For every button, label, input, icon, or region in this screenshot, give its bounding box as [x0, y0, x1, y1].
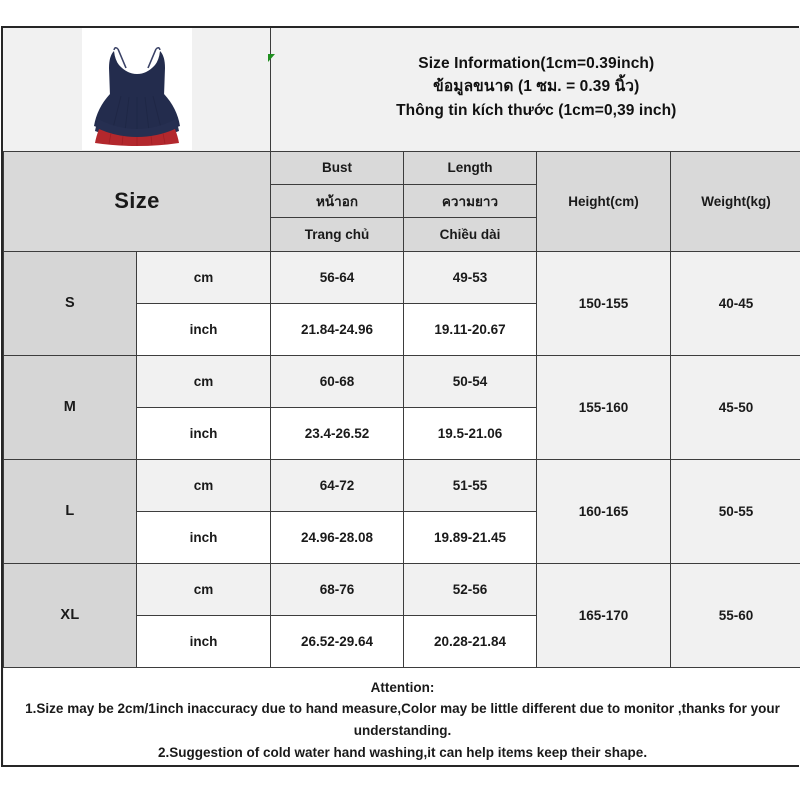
length-cm-value: 52-56: [404, 563, 536, 616]
length-values-cell: 49-53 19.11-20.67: [403, 250, 537, 356]
header-length-th: ความยาว: [404, 184, 536, 218]
length-cm-value: 49-53: [404, 251, 536, 304]
weight-value: 55-60: [669, 562, 800, 668]
height-value: 160-165: [536, 458, 671, 564]
attention-note-1: 1.Size may be 2cm/1inch inaccuracy due t…: [25, 701, 780, 717]
title-cell: Size Information(1cm=0.39inch) ข้อมูลขนา…: [269, 28, 800, 152]
product-image-cell: [3, 28, 271, 152]
length-cm-value: 50-54: [404, 355, 536, 408]
length-inch-value: 20.28-21.84: [404, 614, 536, 667]
chart-header-row: Size Bust หน้าอก Trang chủ Length ความยา…: [3, 150, 800, 252]
title-line-vietnamese: Thông tin kích thước (1cm=0,39 inch): [396, 102, 677, 120]
bust-values-cell: 68-76 26.52-29.64: [270, 562, 404, 668]
header-length-group: Length ความยาว Chiều dài: [403, 150, 537, 252]
header-bust-th: หน้าอก: [271, 184, 403, 218]
table-row: XL cm inch 68-76 26.52-29.64 52-56: [3, 562, 800, 668]
title-line-thai: ข้อมูลขนาด (1 ซม. = 0.39 นิ้ว): [433, 78, 640, 96]
chart-top-band: Size Information(1cm=0.39inch) ข้อมูลขนา…: [3, 28, 800, 152]
bust-cm-value: 64-72: [271, 459, 403, 512]
table-row: L cm inch 64-72 24.96-28.08 51-55: [3, 458, 800, 564]
unit-cm-label: cm: [137, 355, 270, 408]
table-row: S cm inch 56-64 21.84-24.96 49-53: [3, 250, 800, 356]
size-cell: XL: [3, 562, 137, 668]
unit-cm-label: cm: [137, 563, 270, 616]
length-inch-value: 19.11-20.67: [404, 302, 536, 355]
length-cm-value: 51-55: [404, 459, 536, 512]
unit-column: cm inch: [136, 458, 271, 564]
unit-column: cm inch: [136, 354, 271, 460]
title-line-english: Size Information(1cm=0.39inch): [418, 54, 655, 72]
bust-values-cell: 64-72 24.96-28.08: [270, 458, 404, 564]
green-corner-artifact-icon: [268, 54, 275, 62]
header-bust-en: Bust: [271, 151, 403, 185]
bust-inch-value: 23.4-26.52: [271, 406, 403, 459]
bust-cm-value: 60-68: [271, 355, 403, 408]
bust-cm-value: 68-76: [271, 563, 403, 616]
unit-inch-label: inch: [137, 614, 270, 667]
unit-cm-label: cm: [137, 251, 270, 304]
header-height: Height(cm): [536, 150, 671, 252]
length-values-cell: 51-55 19.89-21.45: [403, 458, 537, 564]
bust-cm-value: 56-64: [271, 251, 403, 304]
header-length-en: Length: [404, 151, 536, 185]
unit-column: cm inch: [136, 562, 271, 668]
height-value: 155-160: [536, 354, 671, 460]
unit-inch-label: inch: [137, 302, 270, 355]
product-photo-frame: [81, 28, 192, 151]
header-weight: Weight(kg): [669, 150, 800, 252]
size-chart-table: Size Information(1cm=0.39inch) ข้อมูลขนา…: [3, 28, 800, 765]
header-length-vi: Chiều dài: [404, 217, 536, 251]
weight-value: 40-45: [669, 250, 800, 356]
unit-column: cm inch: [136, 250, 271, 356]
header-bust-group: Bust หน้าอก Trang chủ: [270, 150, 404, 252]
height-value: 150-155: [536, 250, 671, 356]
length-inch-value: 19.89-21.45: [404, 510, 536, 563]
bust-inch-value: 26.52-29.64: [271, 614, 403, 667]
bust-inch-value: 24.96-28.08: [271, 510, 403, 563]
size-chart-table-container: Size Information(1cm=0.39inch) ข้อมูลขนา…: [1, 26, 800, 767]
table-row: M cm inch 60-68 23.4-26.52 50-54: [3, 354, 800, 460]
attention-notes-cell: Attention: 1.Size may be 2cm/1inch inacc…: [3, 666, 800, 765]
bust-values-cell: 60-68 23.4-26.52: [270, 354, 404, 460]
attention-note-1-cont: understanding.: [353, 723, 452, 739]
unit-cm-label: cm: [137, 459, 270, 512]
bust-inch-value: 21.84-24.96: [271, 302, 403, 355]
header-bust-vi: Trang chủ: [271, 217, 403, 251]
size-cell: M: [3, 354, 137, 460]
unit-inch-label: inch: [137, 510, 270, 563]
length-inch-value: 19.5-21.06: [404, 406, 536, 459]
attention-heading: Attention:: [370, 679, 435, 695]
bust-values-cell: 56-64 21.84-24.96: [270, 250, 404, 356]
length-values-cell: 50-54 19.5-21.06: [403, 354, 537, 460]
weight-value: 45-50: [669, 354, 800, 460]
dress-illustration-icon: [93, 47, 180, 147]
chart-notes-row: Attention: 1.Size may be 2cm/1inch inacc…: [3, 666, 800, 765]
unit-inch-label: inch: [137, 406, 270, 459]
size-cell: L: [3, 458, 137, 564]
height-value: 165-170: [536, 562, 671, 668]
weight-value: 50-55: [669, 458, 800, 564]
size-cell: S: [3, 250, 137, 356]
header-size-label: Size: [3, 150, 271, 252]
length-values-cell: 52-56 20.28-21.84: [403, 562, 537, 668]
attention-note-2: 2.Suggestion of cold water hand washing,…: [157, 745, 648, 761]
